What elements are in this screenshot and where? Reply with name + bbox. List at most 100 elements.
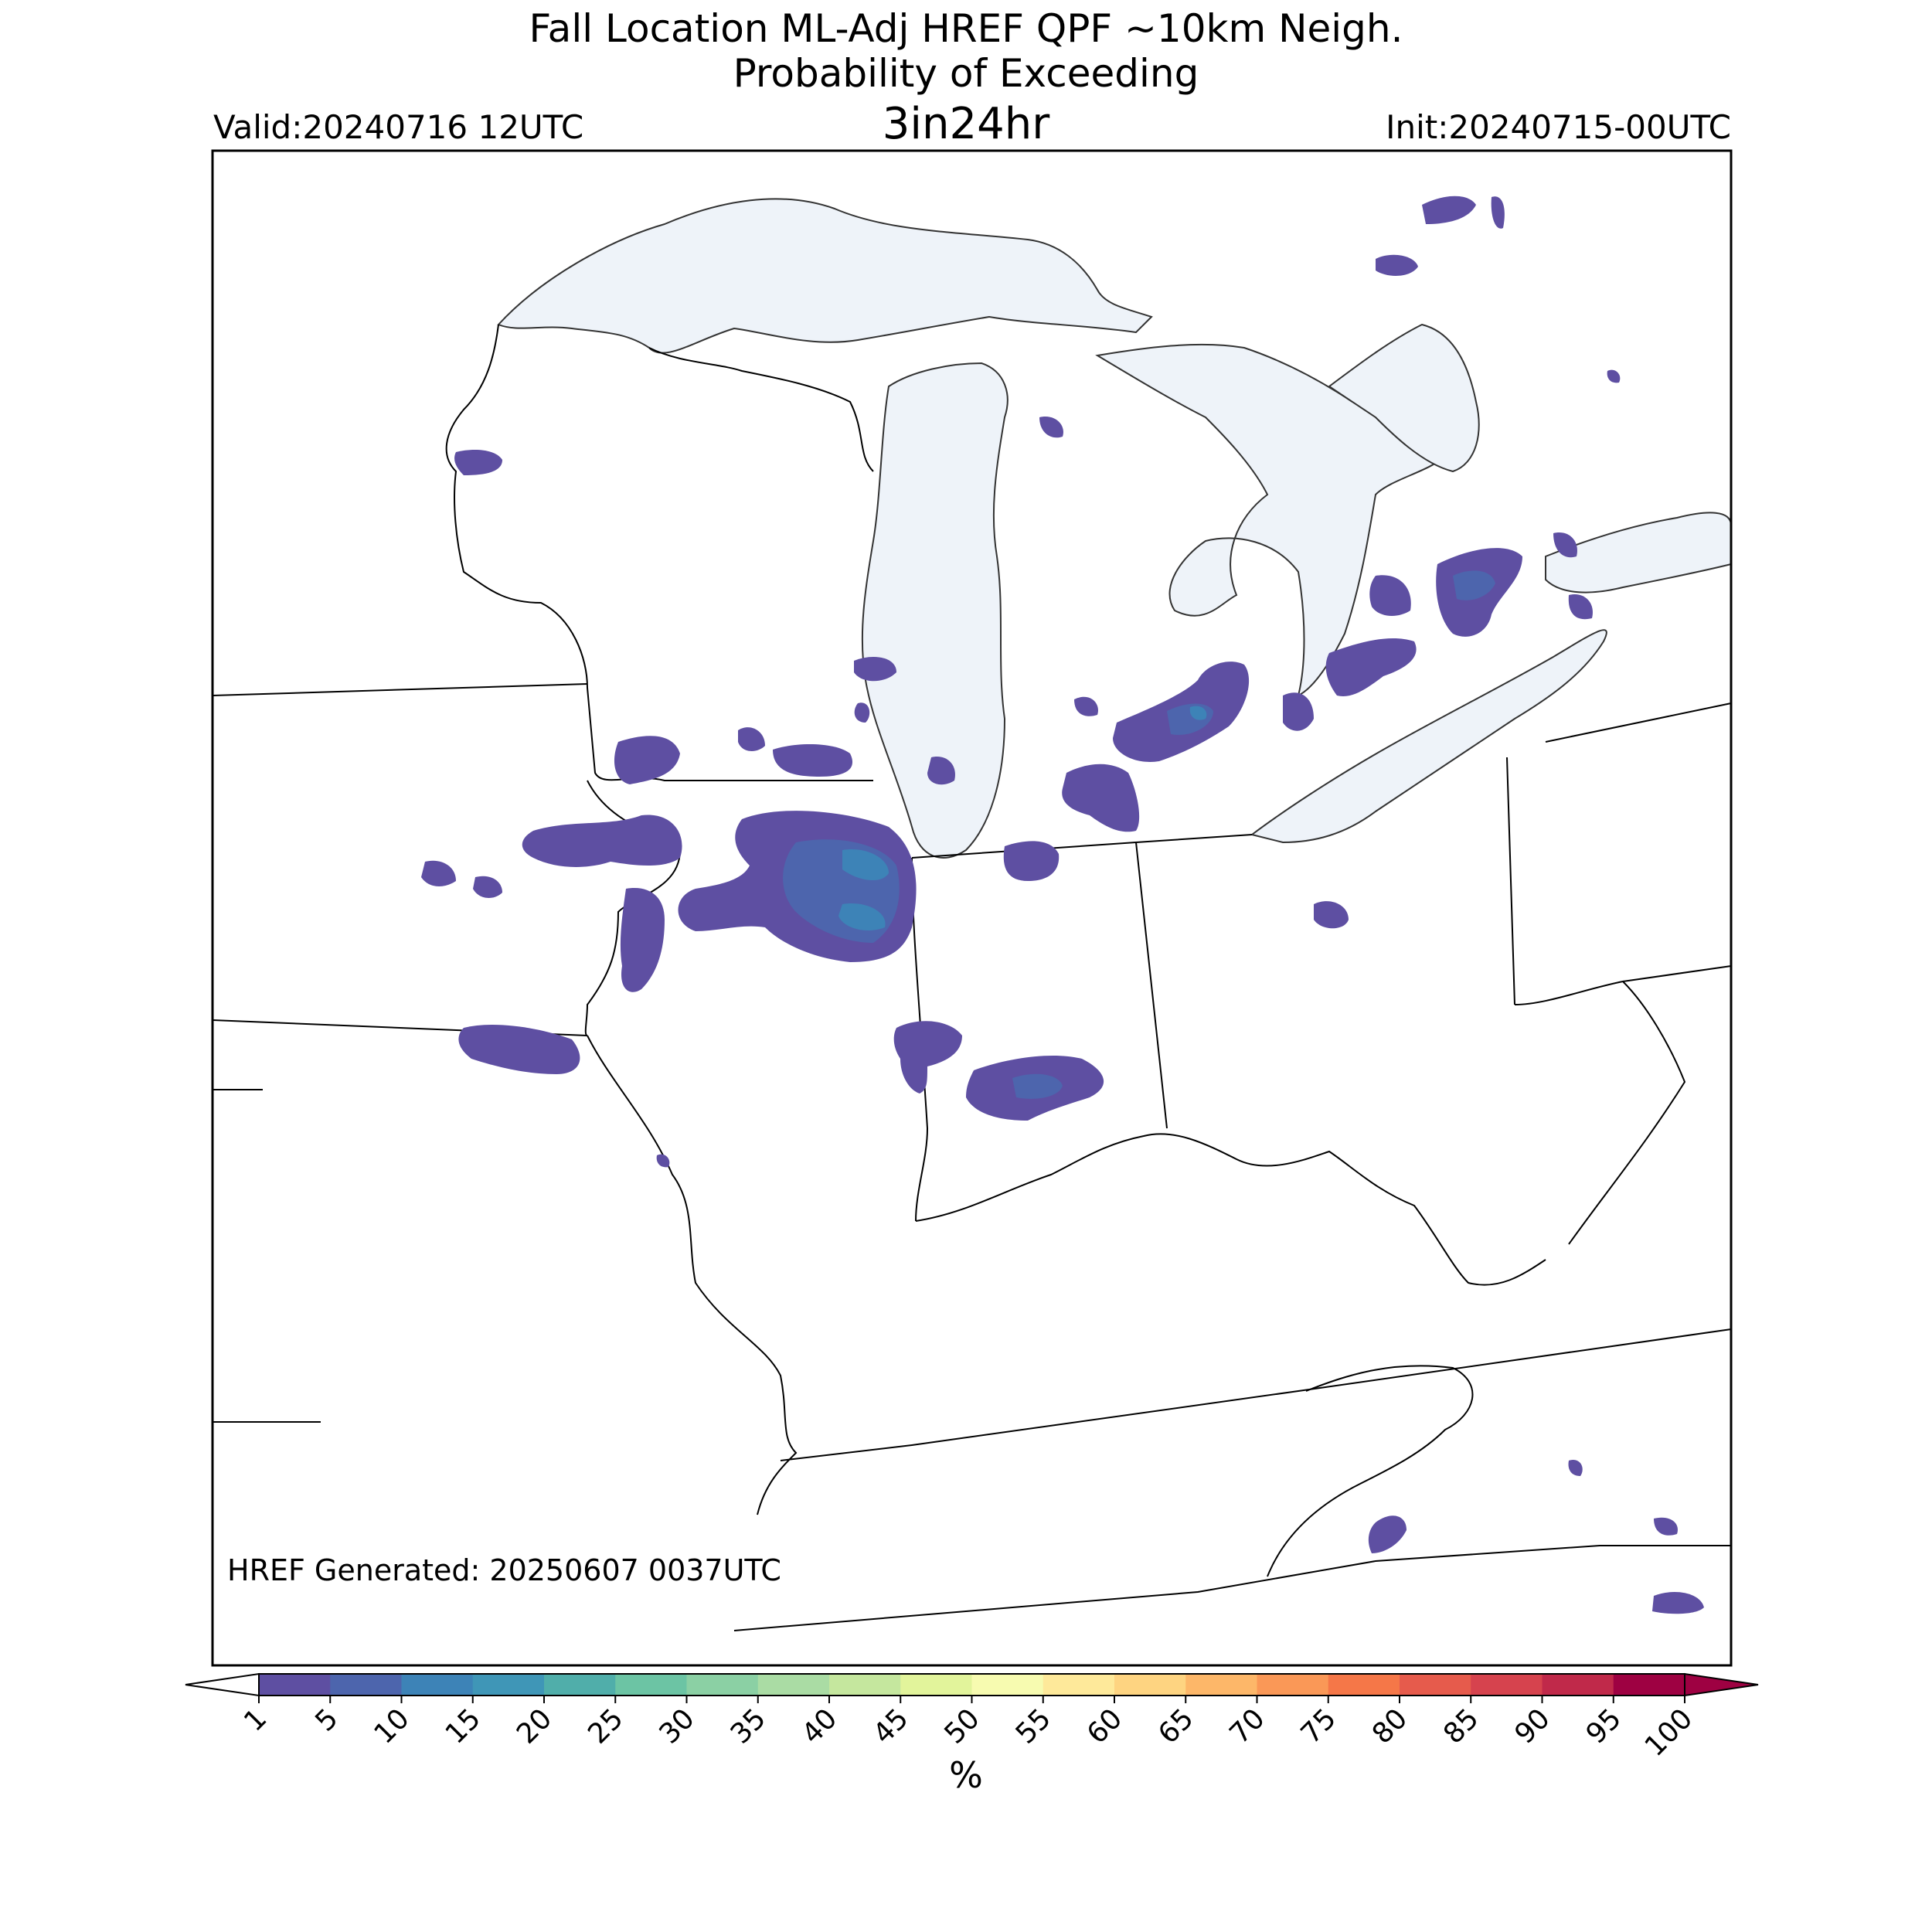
- colorbar-tick-label: 80: [1366, 1702, 1413, 1750]
- border-va: [1267, 1365, 1474, 1577]
- prob-area-il-west: [620, 888, 665, 992]
- colorbar-extend-min: [185, 1672, 260, 1697]
- border-md: [1622, 965, 1732, 982]
- colorbar-swatch: [472, 1674, 545, 1696]
- prob-area-up: [1039, 417, 1063, 438]
- prob-area-lake-michigan: [927, 757, 955, 785]
- colorbar-tick-label: 65: [1152, 1702, 1199, 1750]
- colorbar-tick-label: 25: [582, 1702, 629, 1750]
- init-time-label: Init:20240715-00UTC: [1386, 108, 1731, 146]
- colorbar-tick-label: 30: [653, 1702, 700, 1750]
- map-title-line1: Fall Location ML-Adj HREF QPF ~10km Neig…: [529, 6, 1403, 51]
- border-ky-tn: [780, 1328, 1732, 1461]
- colorbar-swatches: [259, 1674, 1685, 1696]
- valid-time-label: Valid:20240716 12UTC: [213, 108, 584, 146]
- colorbar-tick-label: 50: [938, 1702, 985, 1750]
- colorbar-swatch: [686, 1674, 759, 1696]
- map-title-line2: Probability of Exceeding: [733, 51, 1199, 96]
- colorbar-tick-label: 75: [1295, 1702, 1342, 1750]
- colorbar-swatch: [757, 1674, 830, 1696]
- prob-area-in-north: [1003, 841, 1060, 881]
- colorbar-swatch: [1400, 1674, 1471, 1696]
- probability-areas: [421, 196, 1704, 1614]
- state-borders: [212, 324, 1732, 1631]
- colorbar-tick-label: 10: [368, 1702, 415, 1750]
- prob-area-mo-north: [458, 1024, 580, 1074]
- colorbar-swatch: [330, 1674, 402, 1696]
- prob-area-wi-ne: [854, 657, 896, 682]
- prob-area-ontario-east: [1553, 532, 1577, 558]
- colorbar-swatch: [1542, 1674, 1614, 1696]
- map-frame: [211, 149, 1733, 1667]
- colorbar-swatch: [401, 1674, 474, 1696]
- prob-area-nc-east: [1652, 1592, 1704, 1614]
- georgian-bay: [1328, 323, 1480, 473]
- colorbar-swatch: [544, 1674, 616, 1696]
- map-panel: [211, 149, 1733, 1667]
- colorbar-tick-label: 70: [1223, 1702, 1270, 1750]
- border-mi-in-oh: [911, 834, 1253, 859]
- prob-area-ontario-far-ne: [1607, 369, 1621, 383]
- border-oh-pa: [1506, 757, 1515, 1005]
- prob-area-ky-east: [1568, 1460, 1583, 1476]
- lake-erie: [1250, 629, 1607, 844]
- colorbar-swatch: [971, 1674, 1044, 1696]
- great-lakes: [497, 198, 1732, 859]
- border-mi-up: [648, 347, 874, 472]
- colorbar-swatch: [1257, 1674, 1329, 1696]
- colorbar-swatch: [1185, 1674, 1257, 1696]
- prob-area-mi-west: [1074, 696, 1098, 716]
- colorbar-swatch: [1613, 1674, 1685, 1696]
- colorbar-tick-label: 35: [725, 1702, 772, 1750]
- prob-high-mi: [1189, 706, 1207, 720]
- prob-area-wi-southwest: [614, 736, 680, 784]
- prob-area-wi-north: [454, 450, 502, 475]
- colorbar-swatch: [1328, 1674, 1400, 1696]
- colorbar-tick-label: 55: [1010, 1702, 1057, 1750]
- colorbar-tick-label: 45: [867, 1702, 914, 1750]
- prob-area-ky-se: [1368, 1515, 1406, 1553]
- prob-area-ontario-ne: [1491, 196, 1505, 229]
- colorbar-swatch: [1114, 1674, 1186, 1696]
- prob-mid-ontario: [1453, 570, 1495, 600]
- colorbar-tick-label: 60: [1081, 1702, 1128, 1750]
- colorbar: 1 5 10 15 20 25 30 35 40 45 50 55 60 65 70 75 80 85 90 95 10…: [185, 1672, 1759, 1763]
- prob-area-ontario-west: [1369, 575, 1411, 616]
- prob-area-il-south: [656, 1154, 670, 1168]
- generated-note: HREF Generated: 20250607 0037UTC: [227, 1553, 781, 1587]
- colorbar-swatch: [829, 1674, 901, 1696]
- border-tn-south: [733, 1545, 1731, 1631]
- prob-area-wi-east: [854, 702, 870, 723]
- colorbar-tick-label: 20: [511, 1702, 558, 1750]
- colorbar-swatch: [615, 1674, 687, 1696]
- prob-area-mi-south: [1062, 764, 1140, 832]
- prob-area-il-east: [893, 1021, 962, 1094]
- prob-area-wi-south: [773, 744, 853, 777]
- border-mo-il: [587, 1035, 798, 1515]
- border-in-oh: [1135, 842, 1168, 1129]
- prob-area-iowa-far-west: [421, 860, 456, 886]
- prob-area-iowa-east: [522, 815, 682, 867]
- colorbar-swatch: [1043, 1674, 1115, 1696]
- border-ia-mn: [212, 683, 588, 696]
- border-ohio-river: [915, 1133, 1546, 1286]
- prob-area-lake-superior-north: [1422, 196, 1476, 224]
- colorbar-unit-label: %: [949, 1754, 983, 1796]
- colorbar-tick-label: 15: [440, 1702, 487, 1750]
- prob-area-iowa-mid: [473, 876, 502, 898]
- prob-area-va-east: [1654, 1517, 1678, 1536]
- lake-michigan: [861, 362, 1009, 859]
- prob-area-wi-west: [738, 727, 765, 751]
- colorbar-extend-max: [1684, 1672, 1759, 1697]
- prob-mid-in: [1012, 1073, 1063, 1099]
- colorbar-tick-label: 40: [796, 1702, 843, 1750]
- colorbar-tick-label: 1: [238, 1702, 273, 1737]
- prob-high-il-south: [838, 903, 886, 931]
- prob-area-ohio: [1314, 901, 1349, 929]
- colorbar-tick-label: 90: [1509, 1702, 1556, 1750]
- colorbar-tick-label: 95: [1580, 1702, 1628, 1750]
- map-title-threshold: 3in24hr: [882, 99, 1050, 149]
- colorbar-swatch: [900, 1674, 972, 1696]
- colorbar-tick-label: 5: [309, 1702, 344, 1737]
- colorbar-tick-label: 85: [1437, 1702, 1485, 1750]
